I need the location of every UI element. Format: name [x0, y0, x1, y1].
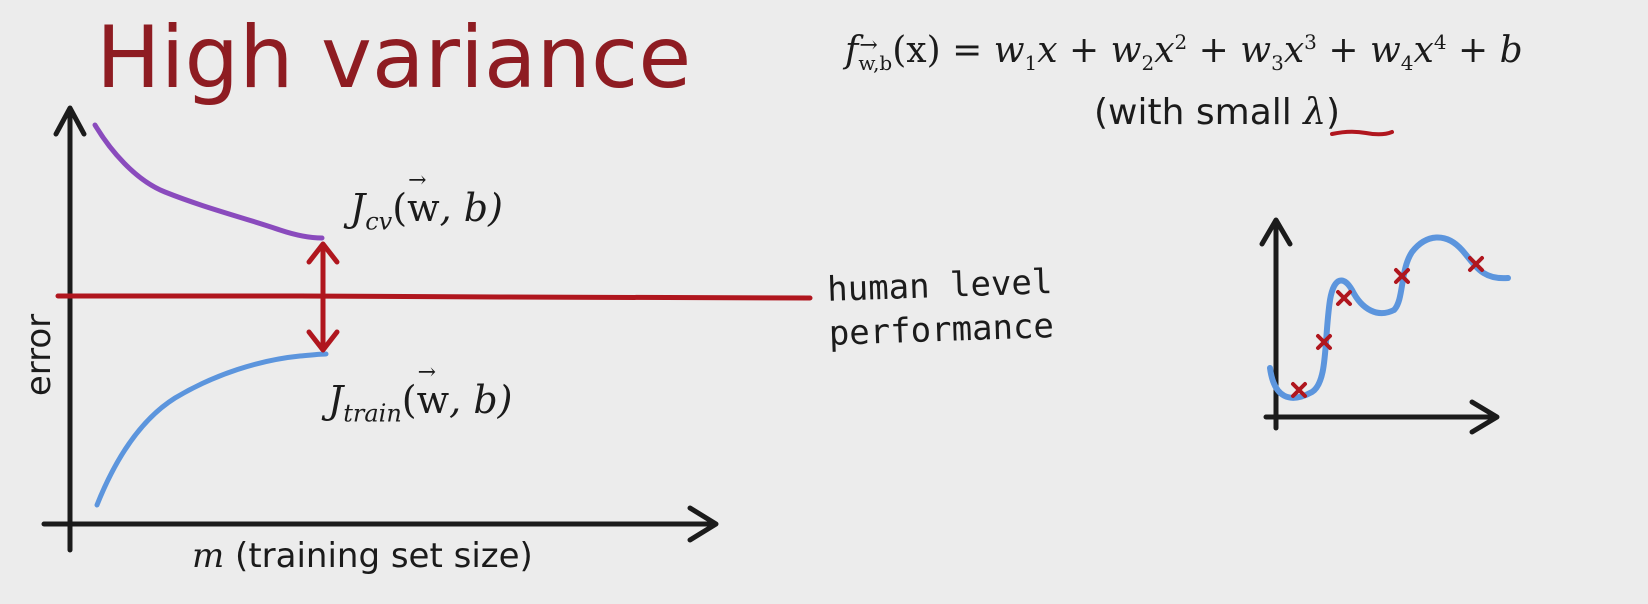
mini-axes [1259, 217, 1500, 435]
y-axis-arrowhead [53, 105, 87, 137]
data-point [1291, 382, 1307, 398]
term-2: w2x2 [1110, 30, 1188, 76]
main-axes [41, 105, 719, 553]
formula-f-sub: w,b [858, 33, 892, 75]
jcv-label: Jcv(w, b) [350, 168, 503, 236]
term-4: w4x4 [1369, 30, 1447, 76]
lambda-underline [1330, 129, 1394, 137]
x-axis-label: m (training set size) [192, 536, 533, 576]
overfit-curve [1267, 234, 1511, 401]
formula-lhs-arg: (x) = [892, 30, 994, 71]
term-3: w3x3 [1240, 30, 1317, 76]
data-point [1336, 290, 1352, 306]
data-points [1291, 256, 1484, 398]
jtrain-label: Jtrain(w, b) [328, 360, 512, 428]
x-axis-arrowhead [687, 505, 719, 543]
lambda-symbol: λ [1303, 92, 1327, 133]
lambda-note: (with small λ) [1094, 92, 1341, 133]
vector-w: w [417, 360, 450, 422]
human-level-line [55, 293, 813, 301]
page-title: High variance [96, 8, 692, 108]
formula-bias: b [1499, 30, 1523, 71]
model-formula: fw,b(x) = w1x + w2x2 + w3x3 + w4x4 + b [845, 30, 1523, 75]
formula-f: f [845, 30, 859, 71]
jcv-curve [92, 122, 325, 241]
gap-arrow [306, 241, 340, 353]
data-point [1316, 334, 1332, 350]
jtrain-curve [94, 351, 329, 508]
data-point [1468, 256, 1484, 272]
term-1: w1x [993, 30, 1058, 76]
vector-w: w [407, 168, 440, 230]
data-point [1394, 268, 1410, 284]
